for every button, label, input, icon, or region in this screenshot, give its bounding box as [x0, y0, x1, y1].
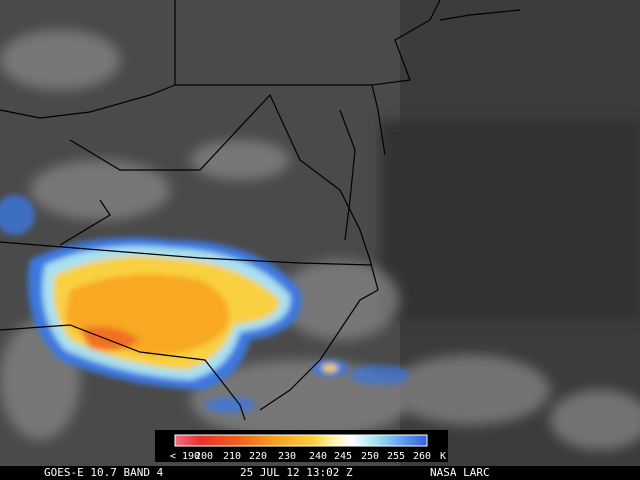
legend-label: 255 — [387, 451, 405, 462]
legend-label: 200 — [195, 451, 213, 462]
imagery — [0, 0, 640, 466]
legend-label: < 190 — [170, 451, 200, 462]
legend-label: 220 — [249, 451, 267, 462]
borders — [0, 0, 521, 421]
source-label: NASA LARC — [430, 466, 490, 479]
legend-label: 250 — [361, 451, 379, 462]
legend-label: 260 — [413, 451, 431, 462]
legend-label: 230 — [278, 451, 296, 462]
satellite-label: GOES-E 10.7 BAND 4 — [44, 466, 164, 479]
legend-label: 210 — [223, 451, 241, 462]
legend-label: 245 — [334, 451, 352, 462]
time-label: 25 JUL 12 13:02 Z — [240, 466, 353, 479]
legend-unit: K — [440, 451, 446, 462]
legend-label: 240 — [309, 451, 327, 462]
